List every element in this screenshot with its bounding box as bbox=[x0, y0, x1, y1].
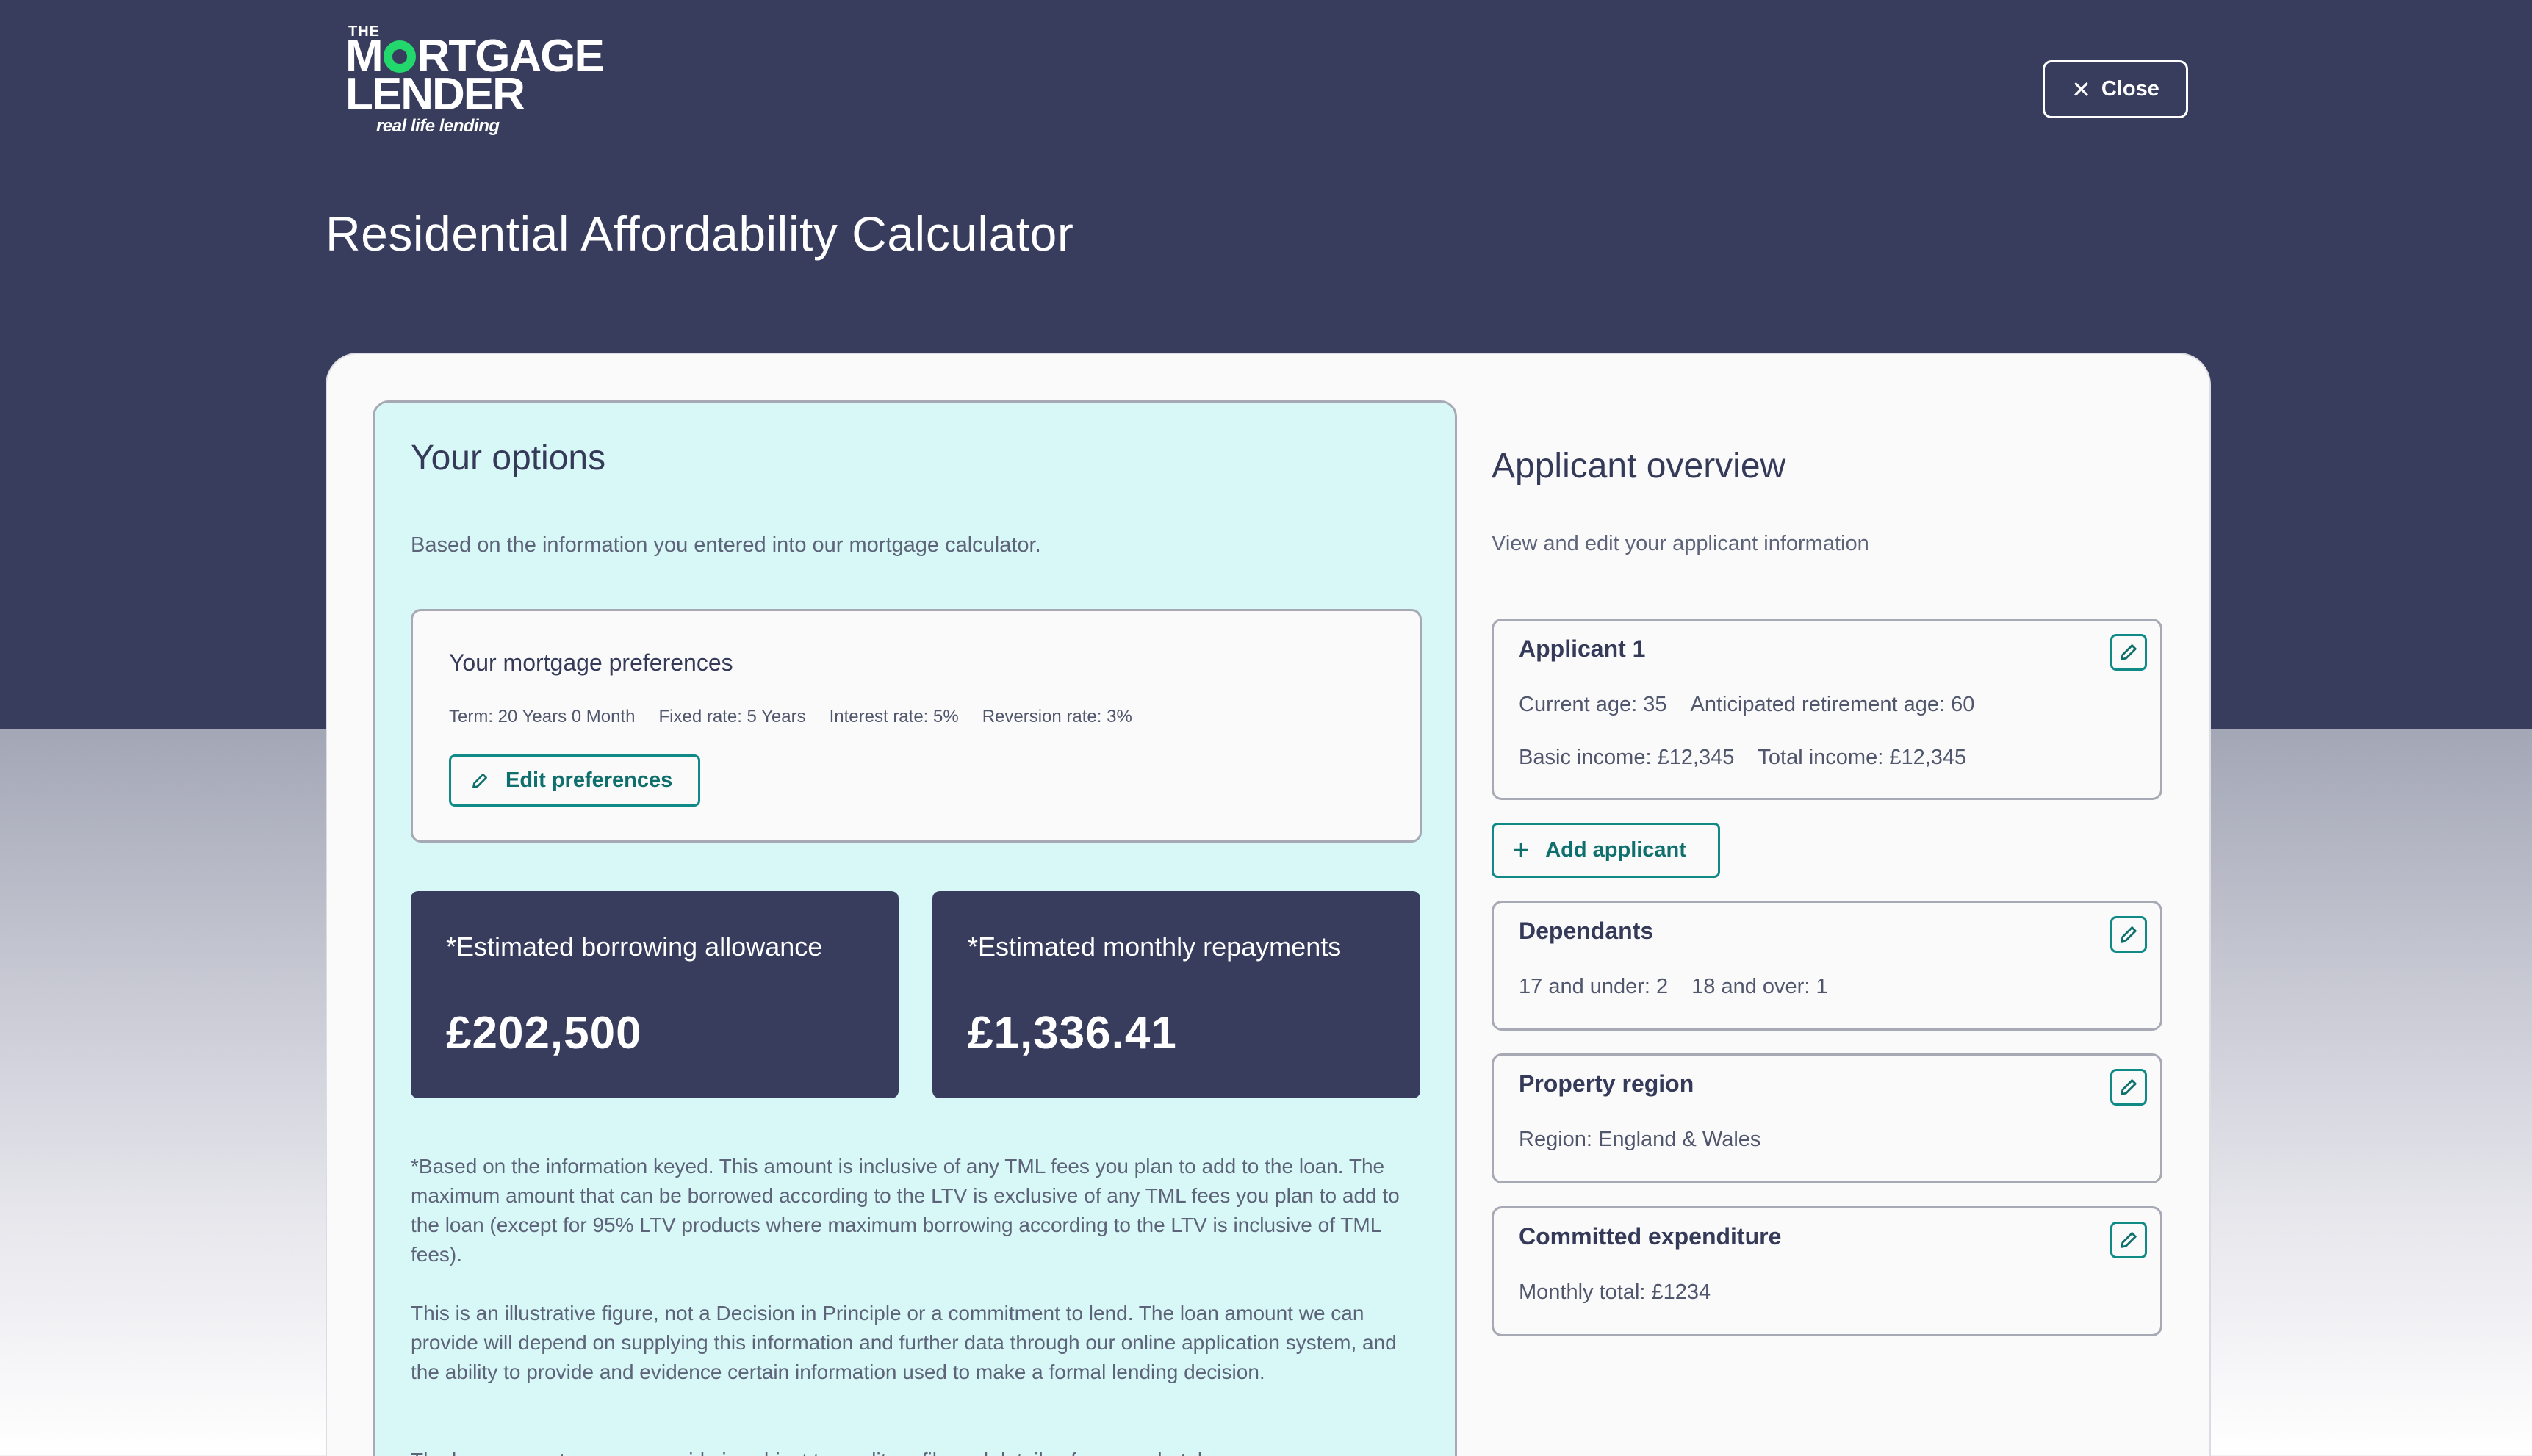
pencil-icon bbox=[2121, 926, 2137, 943]
dependants-under-17: 17 and under: 2 bbox=[1519, 975, 1669, 998]
current-age: Current age: 35 bbox=[1519, 693, 1667, 716]
monthly-total-value: Monthly total: £1234 bbox=[1519, 1280, 1711, 1304]
pencil-icon bbox=[2121, 1232, 2137, 1248]
region-row: Region: England & Wales bbox=[1519, 1128, 1760, 1152]
overview-heading: Applicant overview bbox=[1492, 447, 1786, 486]
logo-text-line-1: M RTGAGE bbox=[345, 31, 605, 82]
disclaimer-credit: The loan amount you can provide is subje… bbox=[411, 1446, 1425, 1456]
disclaimer-fees: *Based on the information keyed. This am… bbox=[411, 1155, 1400, 1266]
edit-preferences-button[interactable]: Edit preferences bbox=[449, 754, 700, 807]
preferences-heading: Your mortgage preferences bbox=[449, 649, 733, 676]
reversion-rate-value: Reversion rate: 3% bbox=[982, 707, 1132, 727]
expenditure-row: Monthly total: £1234 bbox=[1519, 1280, 1711, 1305]
pencil-icon bbox=[472, 773, 487, 788]
committed-expenditure-title: Committed expenditure bbox=[1519, 1223, 1782, 1250]
edit-applicant-1-button[interactable] bbox=[2110, 634, 2147, 671]
property-region-panel: Property region Region: England & Wales bbox=[1492, 1053, 2162, 1183]
plus-icon: + bbox=[1513, 835, 1530, 866]
close-label: Close bbox=[2101, 77, 2159, 101]
retirement-age: Anticipated retirement age: 60 bbox=[1690, 693, 1975, 716]
borrowing-allowance-value: £202,500 bbox=[446, 1008, 642, 1059]
applicant-1-panel: Applicant 1 Current age: 35 Anticipated … bbox=[1492, 619, 2162, 800]
edit-property-region-button[interactable] bbox=[2110, 1069, 2147, 1106]
borrowing-allowance-label: *Estimated borrowing allowance bbox=[446, 931, 823, 962]
close-icon: ✕ bbox=[2071, 76, 2091, 103]
edit-dependants-button[interactable] bbox=[2110, 916, 2147, 953]
property-region-title: Property region bbox=[1519, 1070, 1694, 1097]
disclaimer-illustrative: This is an illustrative figure, not a De… bbox=[411, 1302, 1397, 1383]
basic-income: Basic income: £12,345 bbox=[1519, 746, 1735, 769]
pencil-icon bbox=[2121, 1079, 2137, 1095]
your-options-panel: Your options Based on the information yo… bbox=[373, 400, 1457, 1456]
options-heading: Your options bbox=[411, 439, 606, 477]
total-income: Total income: £12,345 bbox=[1758, 746, 1967, 769]
preferences-summary: Term: 20 Years 0 Month Fixed rate: 5 Yea… bbox=[449, 707, 1132, 727]
dependants-panel: Dependants 17 and under: 2 18 and over: … bbox=[1492, 901, 2162, 1031]
page-title: Residential Affordability Calculator bbox=[326, 206, 1074, 261]
pencil-icon bbox=[2121, 644, 2137, 660]
fixed-rate-value: Fixed rate: 5 Years bbox=[658, 707, 806, 727]
applicant-age-row: Current age: 35 Anticipated retirement a… bbox=[1519, 693, 1974, 717]
add-applicant-label: Add applicant bbox=[1545, 838, 1686, 862]
options-subtitle: Based on the information you entered int… bbox=[411, 533, 1041, 557]
mortgage-preferences-box: Your mortgage preferences Term: 20 Years… bbox=[411, 609, 1422, 843]
dependants-title: Dependants bbox=[1519, 918, 1654, 944]
logo-ring-icon bbox=[383, 40, 416, 73]
dependants-over-18: 18 and over: 1 bbox=[1691, 975, 1828, 998]
interest-rate-value: Interest rate: 5% bbox=[829, 707, 959, 727]
region-value: Region: England & Wales bbox=[1519, 1128, 1761, 1151]
mortgage-lender-logo[interactable]: THE M RTGAGE LENDER real life lending bbox=[345, 22, 610, 140]
monthly-repayments-label: *Estimated monthly repayments bbox=[968, 931, 1342, 962]
monthly-repayments-card: *Estimated monthly repayments £1,336.41 bbox=[932, 891, 1420, 1098]
close-button[interactable]: ✕ Close bbox=[2043, 60, 2188, 118]
committed-expenditure-panel: Committed expenditure Monthly total: £12… bbox=[1492, 1206, 2162, 1336]
add-applicant-button[interactable]: + Add applicant bbox=[1492, 823, 1720, 878]
logo-text-the: THE bbox=[348, 24, 380, 40]
monthly-repayments-value: £1,336.41 bbox=[968, 1008, 1177, 1059]
logo-text-line-2: LENDER bbox=[345, 69, 525, 120]
borrowing-allowance-card: *Estimated borrowing allowance £202,500 bbox=[411, 891, 899, 1098]
edit-preferences-label: Edit preferences bbox=[506, 768, 673, 792]
logo-tagline: real life lending bbox=[376, 116, 500, 136]
term-value: Term: 20 Years 0 Month bbox=[449, 707, 636, 727]
overview-subtitle: View and edit your applicant information bbox=[1492, 532, 1869, 555]
edit-committed-expenditure-button[interactable] bbox=[2110, 1222, 2147, 1258]
applicant-1-title: Applicant 1 bbox=[1519, 635, 1646, 662]
dependants-row: 17 and under: 2 18 and over: 1 bbox=[1519, 975, 1828, 999]
applicant-income-row: Basic income: £12,345 Total income: £12,… bbox=[1519, 746, 1966, 770]
